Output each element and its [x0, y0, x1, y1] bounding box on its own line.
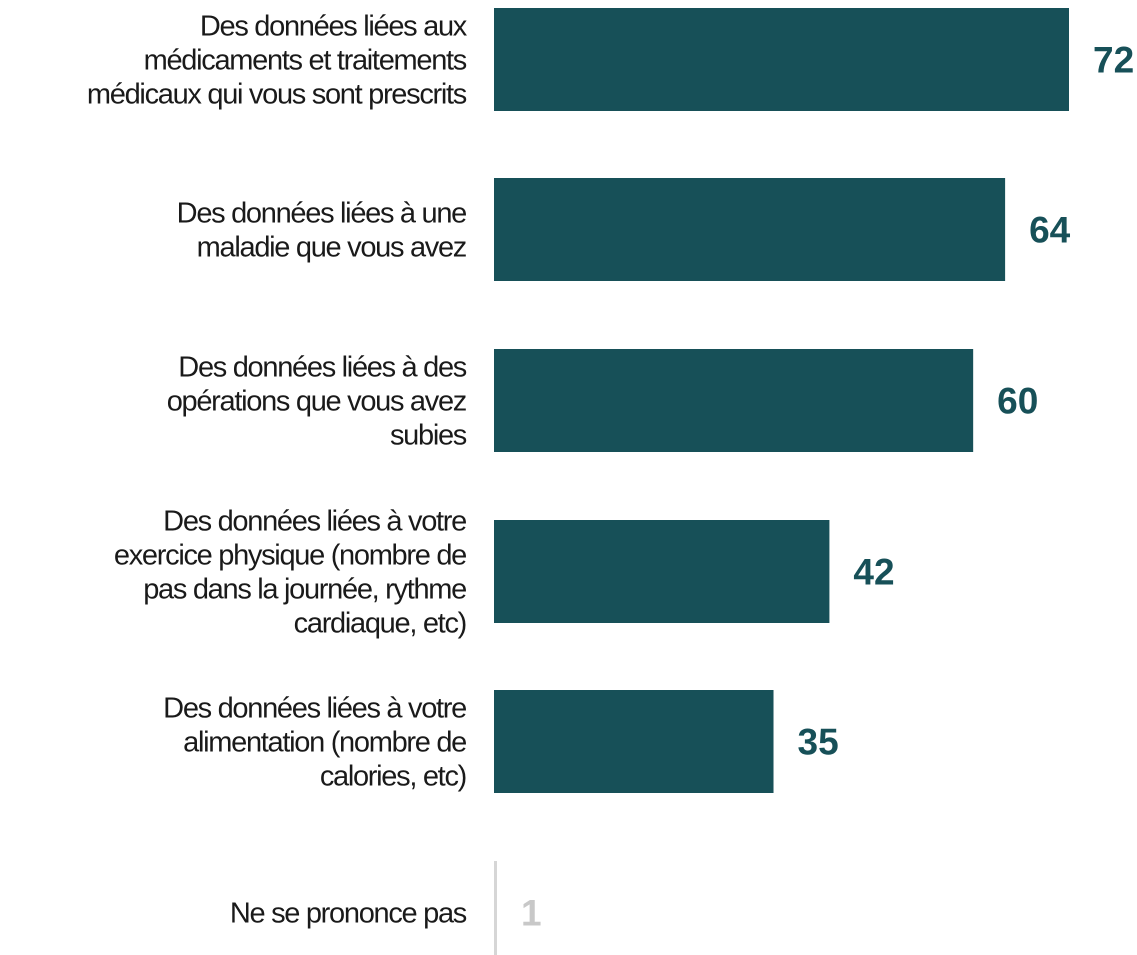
category-label-line: Ne se prononce pas — [230, 898, 467, 930]
bar-5 — [494, 861, 497, 955]
value-label-0: 72 — [1093, 40, 1134, 81]
category-label-line: médicaux qui vous sont prescrits — [87, 79, 467, 111]
category-label-2: Des données liées à des opérations que vo… — [167, 352, 467, 452]
category-label-line: exercice physique (nombre de — [114, 540, 466, 572]
category-label-line: Des données liées aux — [200, 11, 468, 43]
bar-1 — [494, 178, 1006, 281]
category-label-0: Des données liées aux médicaments et trai… — [87, 11, 468, 111]
category-label-4: Des données liées à votre alimentation (n… — [163, 693, 466, 793]
value-label-5: 1 — [521, 893, 542, 934]
category-label-1: Des données liées à une maladie que vous … — [177, 198, 467, 264]
bar-2 — [494, 349, 974, 452]
category-label-3: Des données liées à votre exercice physiq… — [114, 506, 466, 640]
category-label-line: calories, etc) — [320, 761, 466, 793]
value-label-4: 35 — [798, 722, 839, 763]
category-label-line: pas dans la journée, rythme — [143, 574, 466, 606]
category-label-line: maladie que vous avez — [197, 232, 467, 264]
bar-0 — [494, 8, 1069, 111]
category-label-line: médicaments et traitements — [144, 45, 467, 77]
category-label-line: Des données liées à une — [177, 198, 466, 230]
category-label-line: subies — [390, 420, 467, 452]
category-label-5: Ne se prononce pas — [230, 898, 467, 930]
value-label-2: 60 — [997, 381, 1038, 422]
value-label-3: 42 — [853, 552, 894, 593]
bar-4 — [494, 690, 774, 793]
bar-3 — [494, 520, 830, 623]
category-label-line: alimentation (nombre de — [183, 727, 466, 759]
value-label-1: 64 — [1029, 210, 1071, 251]
bars-layer — [494, 8, 1069, 955]
category-label-line: Des données liées à des — [178, 352, 466, 384]
category-label-line: opérations que vous avez — [167, 386, 467, 418]
labels-layer: 72 Des données liées aux médicaments et tr… — [87, 11, 1134, 934]
category-label-line: cardiaque, etc) — [294, 608, 466, 640]
category-label-line: Des données liées à votre — [163, 693, 466, 725]
category-label-line: Des données liées à votre — [163, 506, 466, 538]
